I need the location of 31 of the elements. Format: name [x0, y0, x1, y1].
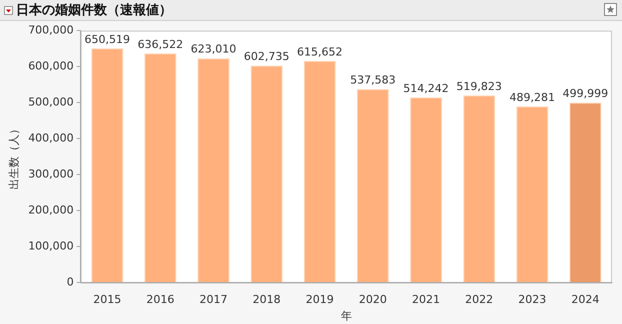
- y-tick-label: 0: [66, 275, 74, 288]
- y-tick-label: 100,000: [28, 239, 74, 252]
- y-tick-label: 600,000: [28, 59, 74, 72]
- data-label: 623,010: [190, 42, 236, 56]
- data-label: 636,522: [138, 38, 184, 51]
- x-tick-label: 2022: [465, 293, 494, 306]
- data-label: 602,735: [244, 50, 290, 63]
- data-label: 537,583: [350, 73, 396, 86]
- x-tick-label: 2017: [200, 293, 228, 306]
- y-tick-label: 500,000: [28, 95, 74, 108]
- data-label: 615,652: [297, 45, 343, 58]
- y-tick-label: 200,000: [28, 203, 74, 216]
- y-tick-label: 400,000: [28, 131, 74, 144]
- x-tick-label: 2020: [358, 293, 387, 306]
- x-tick-label: 2016: [146, 293, 174, 306]
- data-label: 519,823: [456, 80, 502, 93]
- x-tick-label: 2023: [518, 293, 546, 306]
- x-tick-label: 2019: [306, 293, 334, 306]
- x-tick-label: 2021: [412, 293, 440, 306]
- x-tick-label: 2018: [252, 293, 281, 306]
- x-axis-title: 年: [340, 309, 352, 322]
- data-label: 489,281: [510, 90, 556, 104]
- data-label: 650,519: [84, 32, 130, 46]
- data-label: 499,999: [562, 86, 608, 100]
- data-label: 514,242: [403, 82, 449, 95]
- y-tick-label: 300,000: [28, 167, 74, 180]
- x-tick-label: 2015: [93, 293, 122, 306]
- chart-title: 日本の婚姻件数（速報値）: [16, 2, 172, 19]
- y-axis-title: 出生数（人）: [7, 124, 20, 190]
- y-tick-label: 700,000: [28, 23, 74, 36]
- x-tick-label: 2024: [571, 293, 600, 306]
